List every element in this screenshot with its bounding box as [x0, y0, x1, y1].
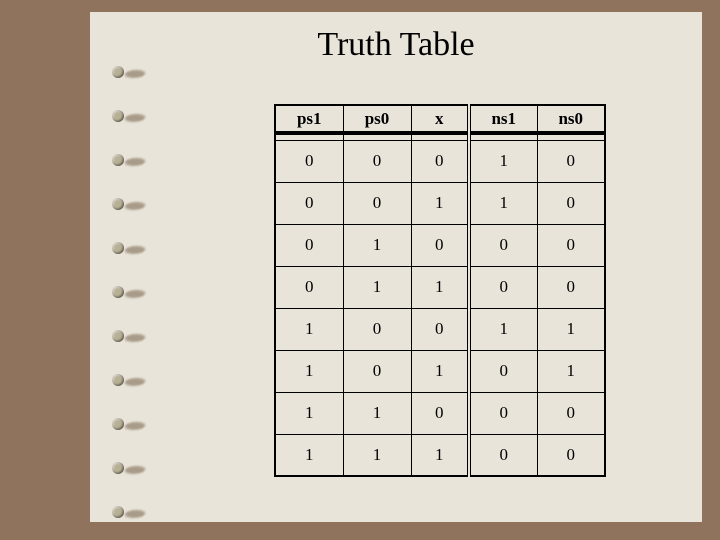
table-cell: 0 [537, 224, 605, 266]
table-cell: 0 [411, 140, 469, 182]
table-cell: 0 [343, 308, 411, 350]
table-header-cell: x [411, 105, 469, 133]
table-cell: 0 [537, 392, 605, 434]
table-row: 10101 [275, 350, 605, 392]
bullet-icon [112, 152, 146, 168]
table-cell: 1 [343, 266, 411, 308]
table-cell: 0 [537, 140, 605, 182]
table-cell: 0 [275, 266, 343, 308]
table-cell: 1 [411, 434, 469, 476]
bullet-icon [112, 64, 146, 80]
table-cell: 0 [411, 392, 469, 434]
bullet-icon [112, 108, 146, 124]
table-row: 11100 [275, 434, 605, 476]
header-gap-row [275, 133, 605, 140]
table-cell: 0 [411, 308, 469, 350]
bullet-icon [112, 416, 146, 432]
table-cell: 0 [411, 224, 469, 266]
table-cell: 0 [275, 182, 343, 224]
table-row: 11000 [275, 392, 605, 434]
table-cell: 0 [537, 182, 605, 224]
bullet-icon [112, 372, 146, 388]
truth-table: ps1ps0xns1ns0 00010001100100001100100111… [274, 104, 606, 477]
table-cell: 0 [343, 182, 411, 224]
table-cell: 1 [469, 308, 537, 350]
table-row: 10011 [275, 308, 605, 350]
table-cell: 0 [343, 350, 411, 392]
table-row: 00010 [275, 140, 605, 182]
table-cell: 0 [537, 434, 605, 476]
table-header-cell: ns1 [469, 105, 537, 133]
table-cell: 1 [537, 350, 605, 392]
table-row: 01000 [275, 224, 605, 266]
truth-table-container: ps1ps0xns1ns0 00010001100100001100100111… [274, 104, 606, 477]
bullet-icon [112, 504, 146, 520]
table-cell: 0 [275, 140, 343, 182]
content-area: Truth Table ps1ps0xns1ns0 00010001100100… [90, 12, 702, 522]
table-cell: 1 [537, 308, 605, 350]
table-cell: 1 [411, 350, 469, 392]
table-cell: 1 [343, 224, 411, 266]
table-cell: 0 [469, 224, 537, 266]
table-cell: 1 [411, 182, 469, 224]
bullet-rail [112, 64, 146, 520]
table-cell: 1 [469, 182, 537, 224]
table-cell: 0 [469, 434, 537, 476]
table-cell: 1 [275, 350, 343, 392]
table-header-cell: ps1 [275, 105, 343, 133]
table-row: 00110 [275, 182, 605, 224]
bullet-icon [112, 328, 146, 344]
table-cell: 0 [469, 392, 537, 434]
table-cell: 0 [469, 266, 537, 308]
table-cell: 1 [411, 266, 469, 308]
bullet-icon [112, 460, 146, 476]
table-row: 01100 [275, 266, 605, 308]
table-cell: 1 [275, 308, 343, 350]
table-cell: 0 [275, 224, 343, 266]
table-cell: 1 [343, 434, 411, 476]
table-cell: 1 [275, 392, 343, 434]
table-header-row: ps1ps0xns1ns0 [275, 105, 605, 133]
table-cell: 1 [469, 140, 537, 182]
bullet-icon [112, 196, 146, 212]
table-cell: 1 [343, 392, 411, 434]
table-header-cell: ns0 [537, 105, 605, 133]
table-header-cell: ps0 [343, 105, 411, 133]
bullet-icon [112, 240, 146, 256]
bullet-icon [112, 284, 146, 300]
table-cell: 1 [275, 434, 343, 476]
table-cell: 0 [469, 350, 537, 392]
table-cell: 0 [343, 140, 411, 182]
table-cell: 0 [537, 266, 605, 308]
page-title: Truth Table [90, 26, 702, 64]
